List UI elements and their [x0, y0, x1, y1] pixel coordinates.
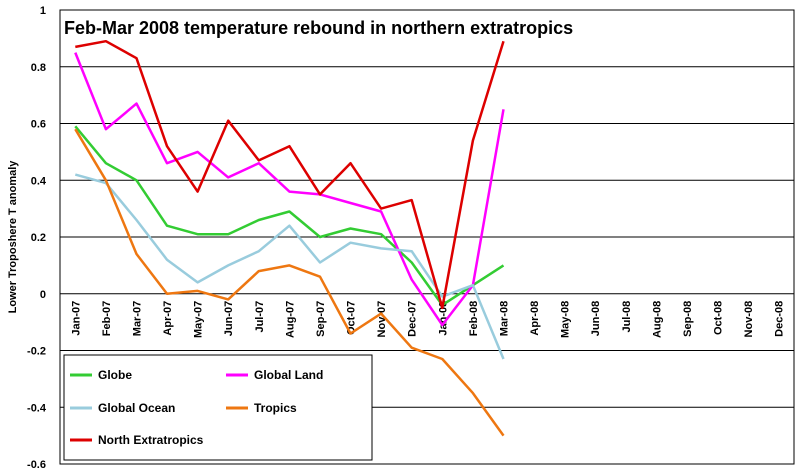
legend: Globe Global Land Global Ocean Tropics North… — [63, 354, 373, 461]
series-line-global-land — [74, 52, 505, 327]
y-tick-label: 0.4 — [31, 175, 47, 187]
x-tick-label: Aug-08 — [651, 301, 663, 338]
legend-label-tropics: Tropics — [254, 401, 297, 415]
series-line-global-ocean — [74, 173, 505, 360]
legend-label-globe: Globe — [98, 368, 132, 382]
x-tick-label: Nov-08 — [743, 301, 755, 338]
x-tick-label: Aug-07 — [284, 301, 296, 338]
x-tick-label: May-07 — [193, 301, 205, 338]
x-tick-label: Feb-07 — [101, 301, 113, 336]
x-tick-label: Mar-08 — [498, 301, 510, 336]
x-tick-label: Dec-07 — [407, 301, 419, 337]
x-tick-label: Jun-08 — [590, 301, 602, 336]
x-tick-label: Apr-08 — [529, 301, 541, 336]
x-tick-label: Mar-07 — [131, 301, 143, 336]
x-tick-label: Jul-07 — [254, 301, 266, 333]
x-tick-label: Oct-07 — [346, 301, 358, 335]
x-tick-label: Sep-08 — [682, 301, 694, 337]
y-tick-label: 1 — [40, 5, 46, 17]
y-tick-label: -0.4 — [27, 402, 47, 414]
x-tick-label: Nov-07 — [376, 301, 388, 338]
y-axis-label: Lower Troposhere T anomaly — [7, 160, 19, 314]
x-axis-tick-labels: Jan-07 Feb-07 Mar-07 Apr-07 May-07 Jun-07 Jul-… — [70, 301, 785, 338]
x-tick-label: Apr-07 — [162, 301, 174, 336]
legend-label-global-land: Global Land — [254, 368, 323, 382]
series-line-north-extratropics — [75, 39, 505, 310]
x-tick-label: Sep-07 — [315, 301, 327, 337]
series-line-tropics — [74, 128, 505, 437]
x-tick-label: Dec-08 — [774, 301, 786, 337]
y-tick-label: 0.8 — [31, 62, 46, 74]
y-tick-label: -0.6 — [27, 459, 46, 469]
x-tick-label: Feb-08 — [468, 301, 480, 336]
y-tick-label: -0.2 — [27, 346, 46, 358]
legend-label-north-extratropics: North Extratropics — [98, 433, 204, 447]
series-lines — [74, 39, 505, 437]
gridlines — [60, 66, 794, 408]
x-tick-label: Oct-08 — [713, 301, 725, 335]
y-axis-tick-labels: 1 0.8 0.6 0.4 0.2 0 -0.2 -0.4 -0.6 — [27, 5, 47, 469]
x-tick-label: Jan-08 — [437, 301, 449, 336]
x-tick-label: Jul-08 — [621, 301, 633, 333]
legend-box — [63, 354, 373, 461]
x-tick-label: May-08 — [560, 301, 572, 338]
x-tick-label: Jun-07 — [223, 301, 235, 336]
chart-title: Feb-Mar 2008 temperature rebound in nort… — [64, 18, 573, 38]
y-tick-label: 0.2 — [31, 232, 46, 244]
legend-label-global-ocean: Global Ocean — [98, 401, 175, 415]
x-tick-label: Jan-07 — [70, 301, 82, 336]
series-line-globe — [74, 125, 505, 307]
y-tick-label: 0 — [40, 289, 46, 301]
y-tick-label: 0.6 — [31, 119, 46, 131]
